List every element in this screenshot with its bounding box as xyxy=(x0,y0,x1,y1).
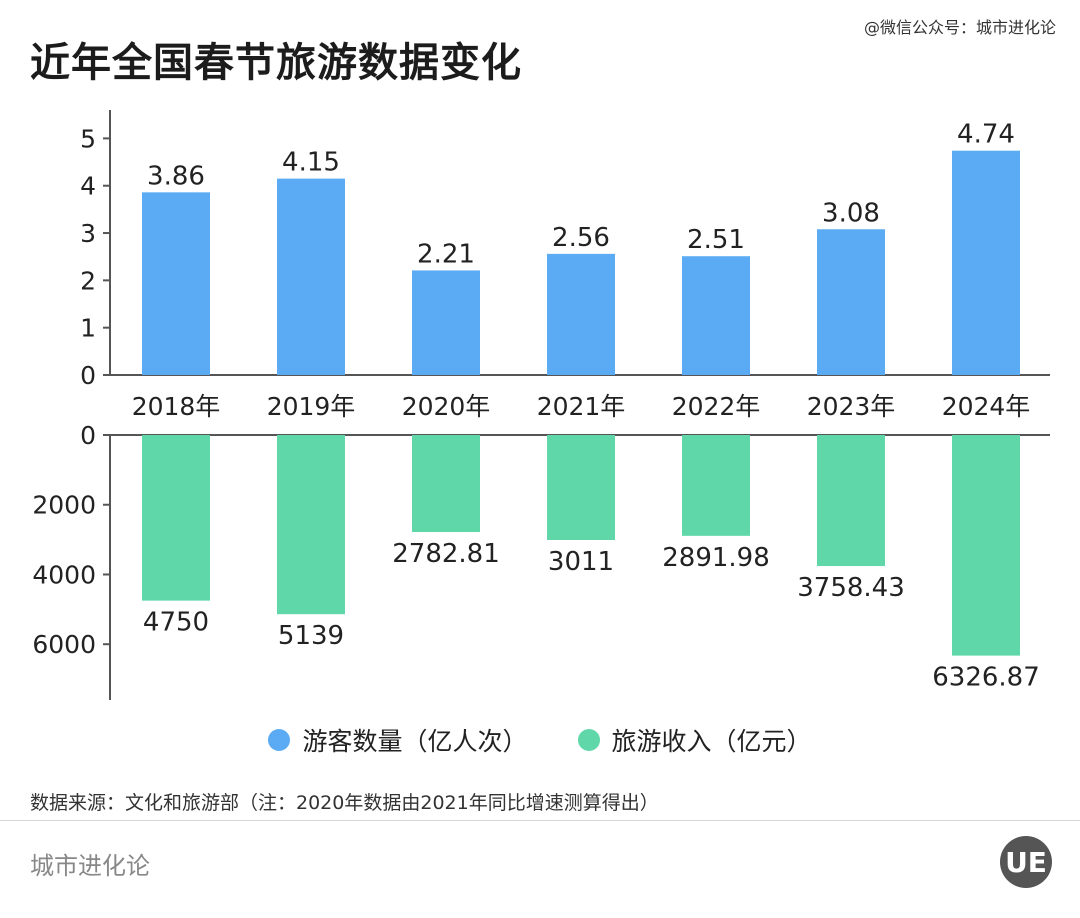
visitors-bar xyxy=(682,256,750,375)
bottom-y-tick-label: 0 xyxy=(80,421,96,450)
footer-divider xyxy=(0,820,1080,821)
brand-logo: UE xyxy=(1000,836,1052,888)
visitors-bar xyxy=(817,229,885,375)
revenue-bar xyxy=(277,435,345,615)
data-source-note: 数据来源：文化和旅游部（注：2020年数据由2021年同比增速测算得出） xyxy=(30,792,659,814)
visitors-data-label: 3.86 xyxy=(147,161,205,191)
visitors-bar xyxy=(277,178,345,375)
top-y-tick-label: 2 xyxy=(80,266,96,295)
x-category-label: 2023年 xyxy=(807,392,896,421)
visitors-data-label: 2.51 xyxy=(687,225,745,255)
revenue-bar xyxy=(817,435,885,567)
x-category-label: 2019年 xyxy=(267,392,356,421)
revenue-bar xyxy=(952,435,1020,656)
top-y-tick-label: 5 xyxy=(80,124,96,153)
revenue-bar xyxy=(682,435,750,536)
visitors-data-label: 4.74 xyxy=(957,120,1015,150)
x-category-label: 2024年 xyxy=(942,392,1031,421)
legend-swatch-visitors xyxy=(268,729,291,751)
top-y-tick-label: 4 xyxy=(80,172,96,201)
visitors-bar xyxy=(547,253,615,375)
x-category-label: 2021年 xyxy=(537,392,626,421)
x-category-label: 2020年 xyxy=(402,392,491,421)
revenue-data-label: 5139 xyxy=(278,621,344,651)
page-title: 近年全国春节旅游数据变化 xyxy=(30,40,522,86)
visitors-data-label: 2.56 xyxy=(552,223,610,253)
revenue-data-label: 6326.87 xyxy=(932,663,1040,693)
brand-name: 城市进化论 xyxy=(30,852,150,880)
legend-swatch-revenue xyxy=(577,729,600,751)
legend-label-revenue: 旅游收入（亿元） xyxy=(611,727,812,756)
wechat-account-label: @微信公众号：城市进化论 xyxy=(863,18,1056,37)
revenue-bar xyxy=(412,435,480,533)
visitors-data-label: 3.08 xyxy=(822,198,880,228)
visitors-data-label: 4.15 xyxy=(282,148,340,178)
revenue-bar xyxy=(547,435,615,540)
top-y-tick-label: 0 xyxy=(80,361,96,390)
visitors-data-label: 2.21 xyxy=(417,239,475,269)
legend-item-visitors: 游客数量（亿人次） xyxy=(268,722,528,758)
revenue-data-label: 2782.81 xyxy=(392,539,500,569)
revenue-bar xyxy=(142,435,210,601)
legend: 游客数量（亿人次） 旅游收入（亿元） xyxy=(0,722,1080,758)
revenue-data-label: 3011 xyxy=(548,547,614,577)
legend-label-visitors: 游客数量（亿人次） xyxy=(302,727,528,756)
x-category-label: 2022年 xyxy=(672,392,761,421)
top-y-tick-label: 3 xyxy=(80,219,96,248)
bottom-y-tick-label: 2000 xyxy=(32,491,96,520)
bottom-y-tick-label: 6000 xyxy=(32,630,96,659)
bottom-y-tick-label: 4000 xyxy=(32,560,96,589)
top-y-tick-label: 1 xyxy=(80,314,96,343)
revenue-data-label: 2891.98 xyxy=(662,543,770,573)
legend-item-revenue: 旅游收入（亿元） xyxy=(577,722,812,758)
x-category-label: 2018年 xyxy=(132,392,221,421)
visitors-bar xyxy=(142,192,210,375)
bar-chart: 0 1 2 3 4 5 0 2000 4000 6000 2018年 3.86 4750 2019年 4.1… xyxy=(32,110,1050,700)
revenue-data-label: 3758.43 xyxy=(797,573,905,603)
revenue-data-label: 4750 xyxy=(143,608,209,638)
visitors-bar xyxy=(412,270,480,375)
visitors-bar xyxy=(952,150,1020,375)
